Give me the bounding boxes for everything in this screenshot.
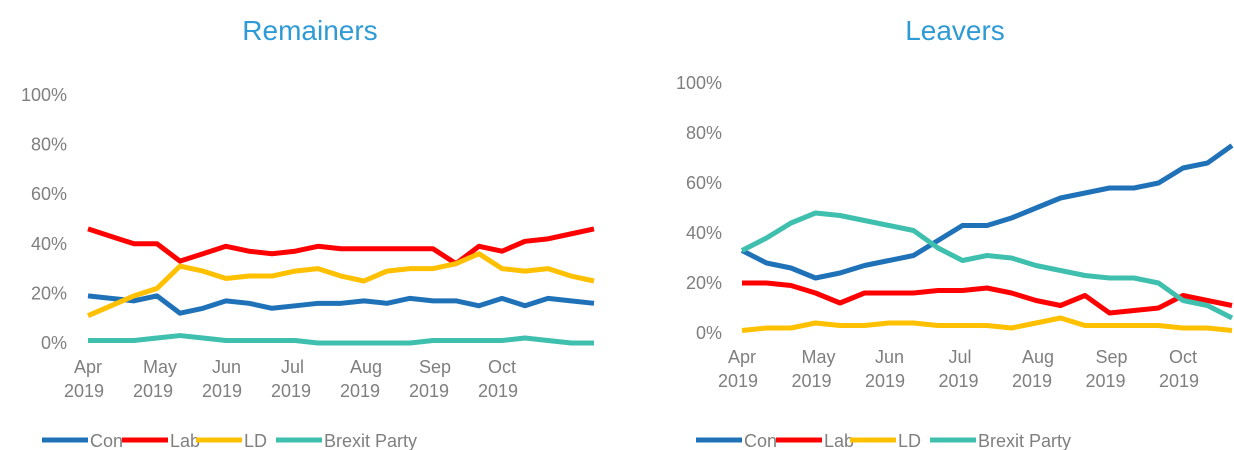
series-line xyxy=(87,251,595,319)
y-tick-label: 20% xyxy=(31,283,67,303)
y-tick-label: 40% xyxy=(686,223,722,243)
x-tick-label: Jun 2019 xyxy=(202,357,242,401)
x-tick-label: Apr 2019 xyxy=(718,347,758,391)
x-tick-label: Jul 2019 xyxy=(271,357,311,401)
y-tick-label: 0% xyxy=(696,323,722,343)
x-tick-label: Apr 2019 xyxy=(64,357,104,401)
y-tick-label: 60% xyxy=(686,173,722,193)
y-tick-label: 0% xyxy=(41,333,67,353)
series-line xyxy=(741,315,1233,333)
x-tick-label: Oct 2019 xyxy=(478,357,518,401)
series-line xyxy=(88,333,594,346)
x-tick-label: Jun 2019 xyxy=(865,347,905,391)
y-tick-label: 80% xyxy=(31,135,67,155)
x-tick-label: Jul 2019 xyxy=(939,347,979,391)
x-tick-label: May 2019 xyxy=(133,357,177,401)
x-tick-label: May 2019 xyxy=(792,347,836,391)
x-tick-label: Aug 2019 xyxy=(340,357,382,401)
legend-label: Brexit Party xyxy=(978,431,1071,450)
legend-label: LD xyxy=(244,431,267,450)
series-line xyxy=(742,280,1233,316)
series-line xyxy=(87,226,595,267)
series-line xyxy=(740,210,1234,321)
y-tick-label: 40% xyxy=(31,234,67,254)
legend-label: LD xyxy=(898,431,921,450)
chart-title: Leavers xyxy=(905,15,1005,46)
y-tick-label: 100% xyxy=(21,85,67,105)
legend-label: Con xyxy=(90,431,123,450)
x-tick-label: Sep 2019 xyxy=(409,357,451,401)
legend-label: Lab xyxy=(824,431,854,450)
legend-label: Lab xyxy=(170,431,200,450)
y-tick-label: 80% xyxy=(686,123,722,143)
series-line xyxy=(87,293,595,316)
legend-label: Brexit Party xyxy=(324,431,417,450)
x-tick-label: Aug 2019 xyxy=(1012,347,1054,391)
x-tick-label: Oct 2019 xyxy=(1159,347,1199,391)
x-tick-label: Sep 2019 xyxy=(1086,347,1128,391)
series-line xyxy=(740,143,1234,281)
y-tick-label: 100% xyxy=(676,73,722,93)
legend-label: Con xyxy=(744,431,777,450)
y-tick-label: 60% xyxy=(31,184,67,204)
chart-title: Remainers xyxy=(242,15,377,46)
y-tick-label: 20% xyxy=(686,273,722,293)
